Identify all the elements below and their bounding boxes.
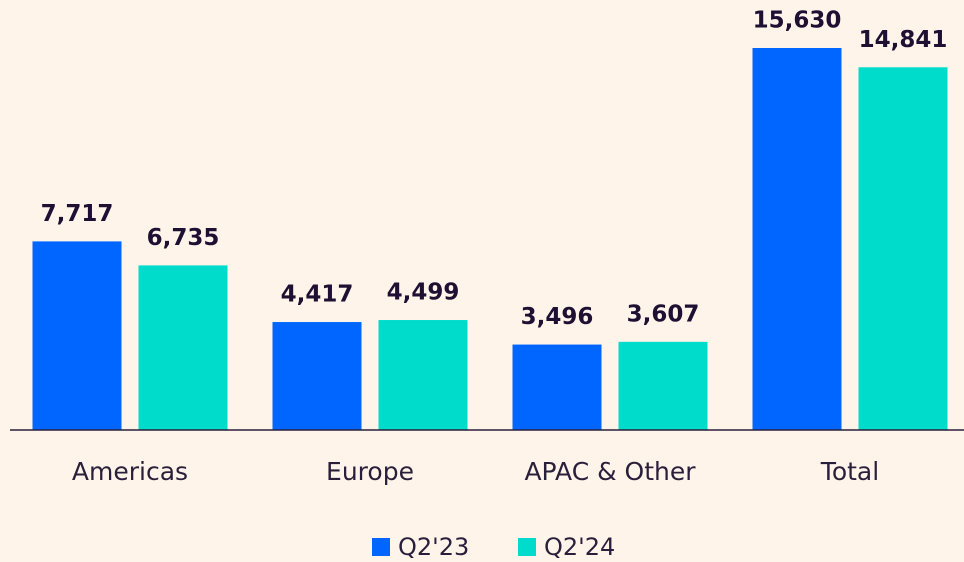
data-label: 14,841 <box>859 27 948 53</box>
data-label: 7,717 <box>41 201 114 227</box>
bar <box>138 265 228 430</box>
legend-label: Q2'24 <box>544 533 615 561</box>
bar <box>858 67 948 431</box>
bar <box>512 344 602 430</box>
legend-label: Q2'23 <box>398 533 469 561</box>
data-label: 6,735 <box>147 225 220 251</box>
bar <box>378 320 468 430</box>
legend-swatch <box>372 538 390 556</box>
data-label: 4,499 <box>387 280 460 306</box>
data-label: 4,417 <box>281 282 354 308</box>
x-tick-label: Total <box>820 457 879 486</box>
data-label: 3,607 <box>627 301 700 327</box>
bar <box>618 341 708 430</box>
x-tick-label: Americas <box>72 457 188 486</box>
data-label: 15,630 <box>753 8 842 34</box>
bar <box>272 322 362 430</box>
x-tick-label: Europe <box>326 457 414 486</box>
bar <box>752 48 842 430</box>
legend-swatch <box>518 538 536 556</box>
data-label: 3,496 <box>521 304 594 330</box>
bar <box>32 241 122 430</box>
x-tick-label: APAC & Other <box>524 457 696 486</box>
